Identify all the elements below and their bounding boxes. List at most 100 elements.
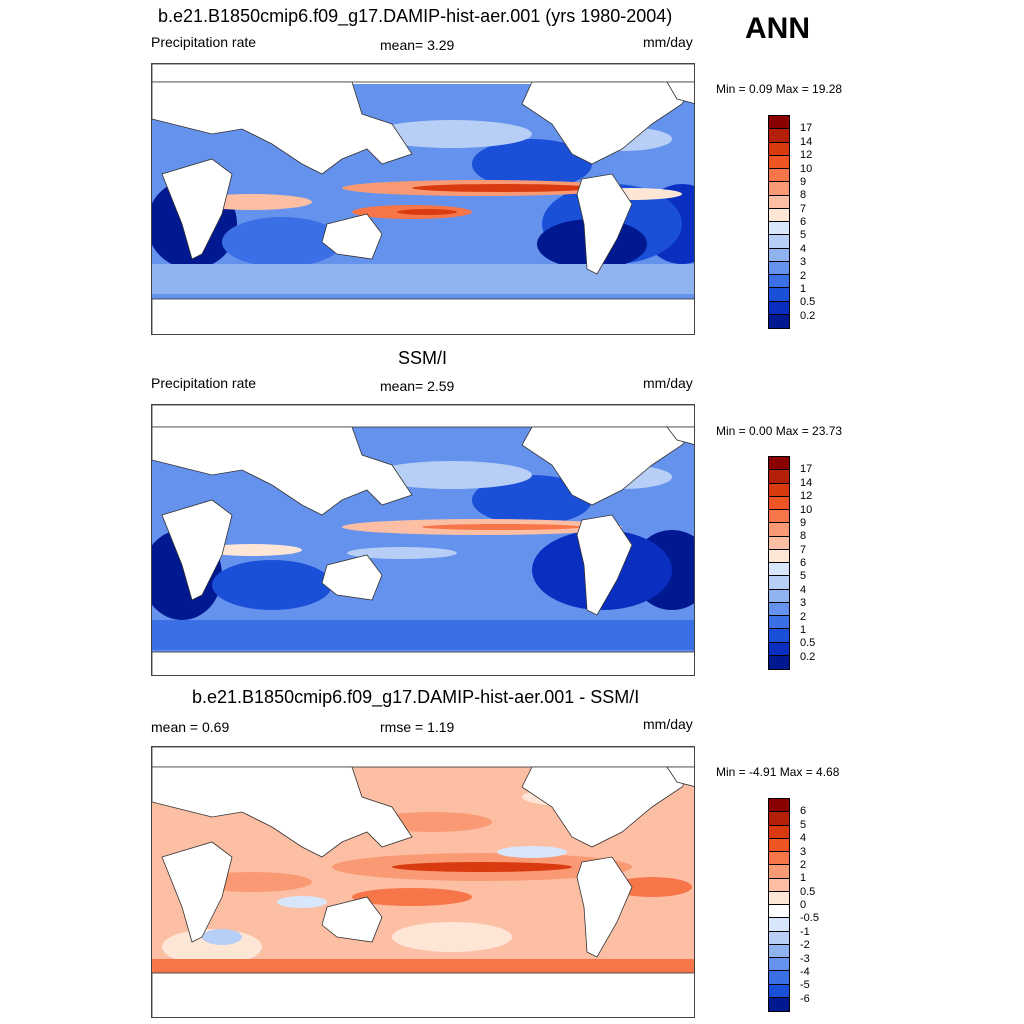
panel-1-colorbar	[768, 115, 790, 329]
colorbar-tick-label: -4	[800, 965, 810, 978]
colorbar-segment	[769, 958, 789, 972]
colorbar-tick-label: 6	[800, 805, 807, 818]
colorbar-tick-label: 9	[800, 175, 807, 188]
panel-1-minmax: Min = 0.09 Max = 19.28	[716, 82, 843, 96]
colorbar-segment	[769, 655, 789, 669]
colorbar-segment	[769, 629, 789, 643]
colorbar-segment	[769, 838, 789, 852]
colorbar-segment	[769, 931, 789, 945]
colorbar-segment	[769, 496, 789, 510]
colorbar-tick-label: 0.5	[800, 885, 816, 898]
colorbar-segment	[769, 852, 789, 866]
colorbar-segment	[769, 944, 789, 958]
colorbar-tick-label: 4	[800, 583, 807, 596]
colorbar-tick-label: 17	[800, 122, 813, 135]
colorbar-segment	[769, 470, 789, 484]
panel-3-mean-label: mean = 0.69	[151, 719, 230, 735]
colorbar-tick-label: 17	[800, 463, 813, 476]
colorbar-segment	[769, 984, 789, 998]
colorbar-tick-label: 7	[800, 202, 807, 215]
colorbar-segment	[769, 261, 789, 275]
colorbar-tick-label: -5	[800, 979, 810, 992]
colorbar-segment	[769, 195, 789, 209]
colorbar-segment	[769, 589, 789, 603]
colorbar-segment	[769, 642, 789, 656]
colorbar-segment	[769, 182, 789, 196]
colorbar-tick-label: 2	[800, 858, 807, 871]
panel-1-map	[151, 63, 695, 335]
colorbar-tick-label: 8	[800, 189, 807, 202]
colorbar-segment	[769, 288, 789, 302]
panel-1-units-label: mm/day	[643, 34, 693, 50]
panel-2-variable-label: Precipitation rate	[151, 375, 257, 391]
colorbar-tick-label: 14	[800, 476, 813, 489]
colorbar-tick-label: 0	[800, 899, 807, 911]
season-label: ANN	[745, 12, 810, 45]
panel-3-rmse-label: rmse = 1.19	[380, 719, 455, 735]
colorbar-segment	[769, 536, 789, 550]
panel-3-map	[151, 746, 695, 1018]
colorbar-segment	[769, 905, 789, 919]
panel-3-minmax: Min = -4.91 Max = 4.68	[716, 765, 840, 779]
colorbar-tick-label: 4	[800, 242, 807, 255]
colorbar-segment	[769, 116, 789, 130]
colorbar-tick-label: 6	[800, 557, 807, 569]
colorbar-segment	[769, 865, 789, 879]
colorbar-tick-label: -6	[800, 992, 810, 1005]
panel-1-title: b.e21.B1850cmip6.f09_g17.DAMIP-hist-aer.…	[158, 6, 673, 26]
colorbar-tick-label: 0.5	[800, 637, 816, 650]
colorbar-tick-label: -2	[800, 939, 810, 952]
colorbar-segment	[769, 523, 789, 537]
colorbar-segment	[769, 602, 789, 616]
colorbar-segment	[769, 616, 789, 630]
colorbar-tick-label: 0.2	[800, 309, 816, 322]
panel-2-map	[151, 404, 695, 676]
colorbar-segment	[769, 142, 789, 156]
colorbar-tick-label: 3	[800, 597, 807, 610]
colorbar-tick-label: 4	[800, 832, 807, 845]
panel-3-title: b.e21.B1850cmip6.f09_g17.DAMIP-hist-aer.…	[192, 687, 640, 707]
colorbar-segment	[769, 971, 789, 985]
panel-1-variable-label: Precipitation rate	[151, 34, 257, 50]
colorbar-tick-label: 12	[800, 490, 813, 503]
colorbar-tick-label: -0.5	[800, 912, 819, 925]
colorbar-segment	[769, 878, 789, 892]
colorbar-tick-label: 7	[800, 543, 807, 556]
colorbar-segment	[769, 169, 789, 183]
colorbar-segment	[769, 918, 789, 932]
colorbar-tick-label: 5	[800, 570, 807, 583]
panel-2-title: SSM/I	[398, 348, 448, 368]
colorbar-segment	[769, 563, 789, 577]
panel-2-mean-label: mean= 2.59	[380, 378, 455, 394]
colorbar-tick-label: 10	[800, 162, 813, 175]
colorbar-segment	[769, 457, 789, 471]
colorbar-tick-label: 9	[800, 516, 807, 529]
colorbar-tick-label: 5	[800, 229, 807, 242]
colorbar-segment	[769, 208, 789, 222]
colorbar-tick-label: 10	[800, 503, 813, 516]
panel-2-colorbar	[768, 456, 790, 670]
colorbar-tick-label: 1	[800, 623, 807, 636]
colorbar-tick-label: 5	[800, 818, 807, 831]
colorbar-segment	[769, 314, 789, 328]
colorbar-segment	[769, 549, 789, 563]
colorbar-segment	[769, 510, 789, 524]
colorbar-segment	[769, 235, 789, 249]
panel-2-minmax: Min = 0.00 Max = 23.73	[716, 424, 843, 438]
panel-2-units-label: mm/day	[643, 375, 693, 391]
colorbar-segment	[769, 275, 789, 289]
colorbar-tick-label: -3	[800, 952, 810, 965]
colorbar-tick-label: 1	[800, 282, 807, 295]
colorbar-segment	[769, 891, 789, 905]
colorbar-segment	[769, 997, 789, 1011]
panel-3-units-label: mm/day	[643, 716, 693, 732]
panel-1-mean-label: mean= 3.29	[380, 37, 455, 53]
colorbar-segment	[769, 576, 789, 590]
colorbar-tick-label: 2	[800, 610, 807, 623]
colorbar-segment	[769, 812, 789, 826]
colorbar-segment	[769, 799, 789, 813]
colorbar-tick-label: 0.2	[800, 650, 816, 663]
colorbar-segment	[769, 222, 789, 236]
colorbar-segment	[769, 129, 789, 143]
colorbar-tick-label: 14	[800, 135, 813, 148]
